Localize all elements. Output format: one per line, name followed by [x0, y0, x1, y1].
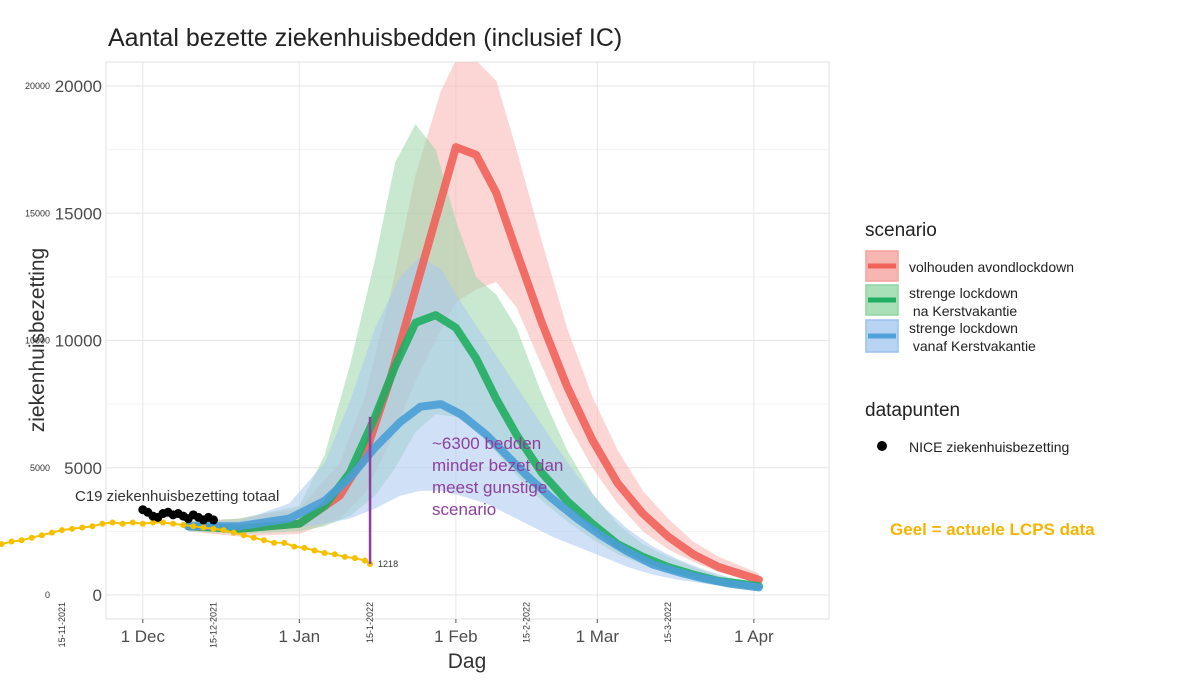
x-tick-label: 1 Feb — [434, 627, 477, 646]
lcps-point — [170, 520, 177, 527]
lcps-point — [119, 520, 126, 527]
axis-ticks: 0 0 5000 5000 10000 10000 15000 15000 20000 20000… — [25, 77, 774, 648]
lcps-point — [351, 555, 358, 562]
difference-line-4: scenario — [432, 500, 496, 519]
lcps-point — [240, 532, 247, 539]
lcps-point — [160, 519, 166, 526]
lcps-point — [301, 544, 308, 551]
legend-item-red: volhouden avondlockdown — [865, 250, 1074, 282]
x-tick-rotated-label: 15-1-2022 — [365, 602, 375, 643]
lcps-point — [261, 537, 267, 544]
legend-label-red: volhouden avondlockdown — [909, 259, 1074, 275]
x-tick-rotated-label: 15-3-2022 — [663, 602, 673, 643]
y-tick-small-label: 0 — [45, 590, 50, 600]
y-tick-small-label: 10000 — [25, 336, 50, 346]
lcps-point — [281, 539, 288, 546]
x-tick-label: 1 Mar — [576, 627, 620, 646]
legend-item-blue: strenge lockdown vanaf Kerstvakantie — [865, 319, 1036, 354]
y-tick-label: 5000 — [64, 459, 102, 478]
x-tick-label: 1 Dec — [121, 627, 166, 646]
legend-nice-label: NICE ziekenhuisbezetting — [909, 439, 1069, 455]
lcps-point — [250, 534, 257, 541]
legend-label-blue-2: vanaf Kerstvakantie — [909, 338, 1036, 354]
lcps-point — [48, 529, 55, 536]
x-tick-label: 1 Apr — [734, 627, 774, 646]
lcps-point — [8, 538, 15, 545]
lcps-point — [190, 523, 197, 530]
y-tick-label: 0 — [93, 586, 102, 605]
lcps-point — [139, 520, 146, 527]
lcps-end-value-label: 1218 — [378, 559, 398, 569]
legend-label-green-1: strenge lockdown — [909, 285, 1018, 301]
lcps-point — [200, 524, 207, 531]
x-axis-label: Dag — [448, 650, 487, 673]
lcps-point — [321, 550, 328, 557]
lcps-point — [79, 524, 86, 531]
difference-line-3: meest gunstige — [432, 478, 547, 497]
legend-label-blue-1: strenge lockdown — [909, 320, 1018, 336]
lcps-point — [18, 537, 25, 544]
y-tick-label: 15000 — [55, 204, 102, 223]
y-tick-label: 10000 — [55, 332, 102, 351]
lcps-point — [311, 547, 318, 554]
lcps-point — [0, 541, 5, 548]
y-tick-small-label: 20000 — [25, 81, 50, 91]
lcps-point — [149, 519, 156, 526]
x-tick-label: 1 Jan — [279, 627, 321, 646]
line-blue — [184, 400, 763, 592]
legend-label-green-2: na Kerstvakantie — [909, 303, 1017, 319]
legend-nice-dot — [877, 441, 887, 451]
lcps-point — [362, 557, 368, 564]
lcps-point — [89, 523, 96, 530]
gold-note: Geel = actuele LCPS data — [890, 520, 1095, 539]
y-tick-small-label: 5000 — [30, 463, 50, 473]
x-tick-rotated-label: 15-12-2021 — [209, 602, 219, 648]
band-red — [188, 62, 759, 584]
difference-line-1: ~6300 bedden — [432, 434, 541, 453]
nice-point — [209, 515, 218, 525]
y-axis-label: ziekenhuisbezetting — [26, 248, 49, 432]
lcps-point — [28, 534, 35, 541]
chart-title: Aantal bezette ziekenhuisbedden (inclusi… — [108, 24, 622, 52]
lcps-point — [109, 519, 116, 526]
scenario-lines — [184, 143, 763, 592]
x-tick-rotated-label: 15-2-2022 — [522, 602, 532, 643]
legend-item-green: strenge lockdown na Kerstvakantie — [865, 284, 1018, 319]
legend-datapunten-title: datapunten — [865, 400, 960, 421]
c19-total-label: C19 ziekenhuisbezetting totaal — [75, 488, 279, 505]
data-points — [0, 505, 374, 568]
lcps-point — [38, 532, 45, 539]
lcps-point — [230, 529, 237, 536]
lcps-point — [69, 525, 76, 532]
lcps-point — [331, 551, 338, 558]
x-tick-rotated-label: 15-11-2021 — [57, 602, 67, 647]
lcps-point — [271, 539, 278, 546]
lcps-point — [291, 543, 298, 550]
lcps-point — [210, 525, 217, 532]
lcps-point — [180, 522, 187, 529]
lcps-point — [59, 527, 65, 534]
y-tick-label: 20000 — [55, 77, 102, 96]
lcps-point — [129, 519, 136, 526]
difference-line-2: minder bezet dan — [432, 456, 563, 475]
y-tick-small-label: 15000 — [25, 208, 50, 218]
legend-scenario-title: scenario — [865, 220, 937, 241]
lcps-point — [220, 527, 227, 534]
legend: scenario volhouden avondlockdown strenge… — [865, 220, 1074, 455]
lcps-point — [341, 553, 348, 560]
lcps-point — [99, 520, 106, 527]
